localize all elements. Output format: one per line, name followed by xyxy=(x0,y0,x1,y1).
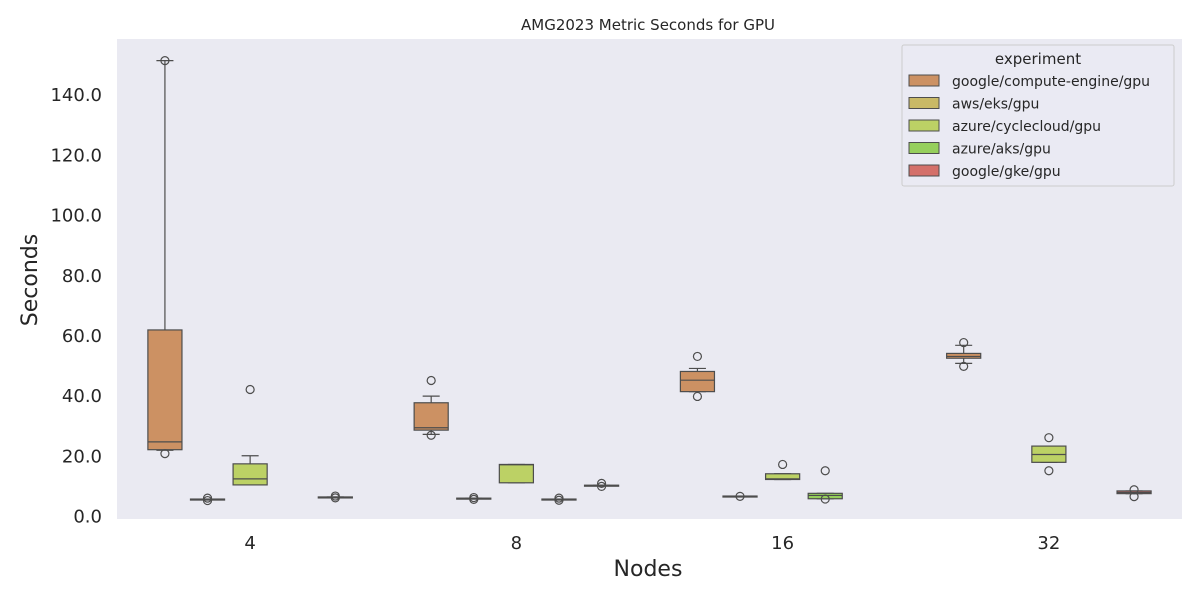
outlier-point xyxy=(596,478,607,489)
legend-label: aws/eks/gpu xyxy=(952,97,1039,113)
outlier-point xyxy=(959,337,969,348)
legend-label: azure/cyclecloud/gpu xyxy=(952,119,1101,135)
y-tick-label: 120.0 xyxy=(50,145,102,166)
box-google-gke-gpu-32 xyxy=(1116,485,1152,502)
box-google-compute-engine-gpu-4 xyxy=(147,56,183,459)
box-body xyxy=(147,329,183,451)
box-google-gke-gpu-4 xyxy=(317,491,353,503)
outlier-point xyxy=(202,495,213,506)
box-body xyxy=(413,402,449,431)
box-google-compute-engine-gpu-32 xyxy=(946,337,982,371)
legend-label: google/compute-engine/gpu xyxy=(952,74,1150,90)
y-axis-ticks: 0.0 20.0 40.0 60.0 80.0 100.0 120.0 140.0 xyxy=(50,85,102,527)
outlier-point xyxy=(469,492,479,503)
outlier-point xyxy=(820,494,830,504)
outlier-point xyxy=(426,430,436,440)
outlier-point xyxy=(160,56,170,66)
box-azure-aks-gpu-8 xyxy=(541,493,577,505)
legend-swatch xyxy=(908,119,940,132)
box-google-compute-engine-gpu-8 xyxy=(413,375,449,440)
outlier-point xyxy=(1129,492,1139,502)
y-tick-label: 20.0 xyxy=(62,446,102,467)
legend-label: azure/aks/gpu xyxy=(952,142,1051,158)
box-body xyxy=(807,492,843,500)
outlier-point xyxy=(202,493,213,503)
box-google-compute-engine-gpu-16 xyxy=(679,351,716,402)
x-tick-label: 8 xyxy=(511,533,522,554)
box-google-gke-gpu-8 xyxy=(583,478,620,492)
y-tick-label: 100.0 xyxy=(50,206,102,227)
box-aws-eks-gpu-4 xyxy=(189,493,226,506)
x-axis-ticks: 4 8 16 32 xyxy=(244,533,1060,554)
outlier-point xyxy=(554,493,564,503)
chart-title: AMG2023 Metric Seconds for GPU xyxy=(521,16,775,34)
y-tick-label: 140.0 xyxy=(50,85,102,106)
y-tick-label: 80.0 xyxy=(62,266,102,287)
box-body xyxy=(764,473,801,481)
legend-label: google/gke/gpu xyxy=(952,164,1061,180)
legend-swatch xyxy=(908,74,940,87)
boxes-layer xyxy=(147,56,1152,506)
legend-swatch xyxy=(908,142,940,154)
y-axis-label: Seconds xyxy=(18,234,43,326)
x-tick-label: 16 xyxy=(771,533,794,554)
legend-swatch xyxy=(908,164,940,177)
legend-title: experiment xyxy=(995,50,1081,68)
outlier-point xyxy=(596,481,607,492)
box-azure-aks-gpu-16 xyxy=(807,466,843,504)
outlier-point xyxy=(426,375,436,386)
legend-frame xyxy=(901,44,1175,187)
box-body xyxy=(232,463,268,486)
x-tick-label: 32 xyxy=(1037,533,1060,554)
legend: experiment google/compute-engine/gpu aws/… xyxy=(901,44,1175,187)
box-body xyxy=(679,370,716,393)
box-aws-eks-gpu-16 xyxy=(722,491,758,501)
box-azure-cyclecloud-gpu-8 xyxy=(498,463,535,484)
outlier-point xyxy=(1044,433,1054,443)
outlier-point xyxy=(692,391,703,402)
box-azure-cyclecloud-gpu-4 xyxy=(232,384,268,486)
legend-swatch xyxy=(908,97,940,109)
box-aws-eks-gpu-8 xyxy=(456,492,492,504)
y-tick-label: 40.0 xyxy=(62,386,102,407)
box-azure-cyclecloud-gpu-32 xyxy=(1031,433,1067,476)
outlier-point xyxy=(692,351,703,362)
outlier-point xyxy=(330,491,340,501)
x-axis-label: Nodes xyxy=(614,557,683,582)
x-tick-label: 4 xyxy=(244,533,255,554)
y-tick-label: 60.0 xyxy=(62,326,102,347)
outlier-point xyxy=(245,384,255,395)
outlier-point xyxy=(820,466,830,476)
outlier-point xyxy=(160,449,170,459)
legend-items: google/compute-engine/gpu aws/eks/gpu azur… xyxy=(908,74,1150,180)
outlier-point xyxy=(1129,485,1139,495)
box-azure-cyclecloud-gpu-16 xyxy=(764,459,801,481)
outlier-point xyxy=(778,459,788,470)
outlier-point xyxy=(1044,466,1054,476)
outlier-point xyxy=(959,361,969,371)
box-body xyxy=(946,352,982,359)
y-tick-label: 0.0 xyxy=(73,507,102,528)
box-body xyxy=(498,463,535,484)
outlier-point xyxy=(735,491,745,501)
